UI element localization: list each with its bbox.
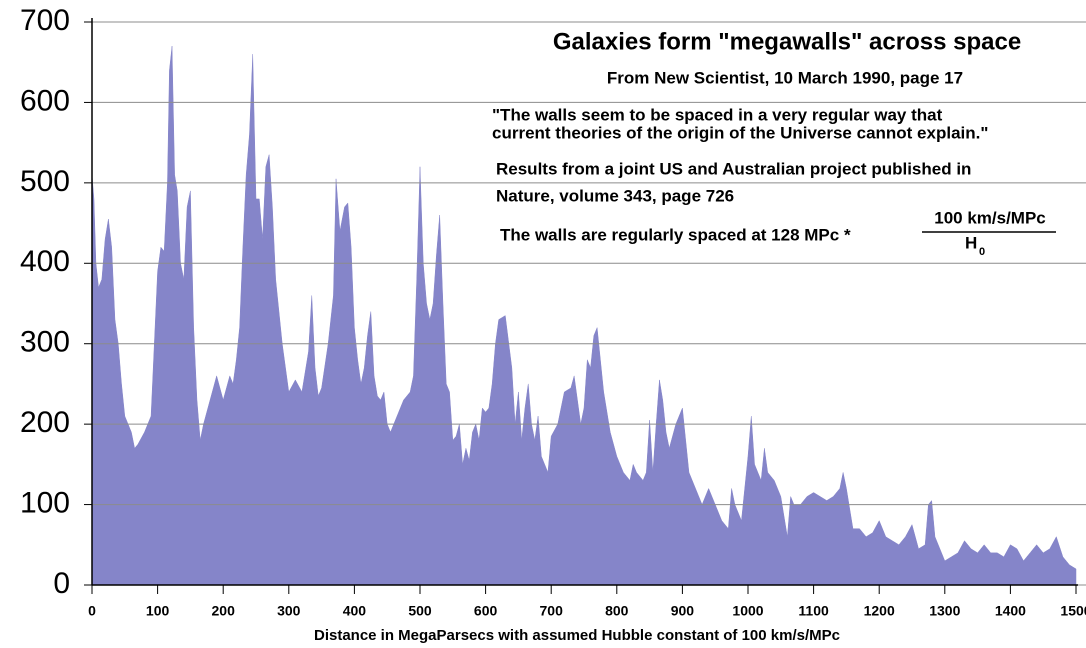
x-tick-label: 1400 <box>995 603 1026 619</box>
y-tick-label: 300 <box>20 326 70 359</box>
x-tick-label: 1000 <box>732 603 763 619</box>
annotation: current theories of the origin of the Un… <box>492 123 988 142</box>
x-axis-label: Distance in MegaParsecs with assumed Hub… <box>314 627 840 644</box>
annotation: Nature, volume 343, page 726 <box>496 186 734 205</box>
x-tick-label: 400 <box>343 603 367 619</box>
y-tick-label: 200 <box>20 406 70 439</box>
x-tick-label: 800 <box>605 603 629 619</box>
x-tick-label: 1100 <box>798 603 829 619</box>
x-tick-label: 500 <box>408 603 432 619</box>
x-tick-label: 700 <box>540 603 564 619</box>
y-tick-label: 100 <box>20 486 70 519</box>
x-tick-label: 1300 <box>929 603 960 619</box>
chart-title: Galaxies form "megawalls" across space <box>553 28 1021 55</box>
annotation: The walls are regularly spaced at 128 MP… <box>500 225 851 244</box>
y-tick-label: 500 <box>20 165 70 198</box>
subtitle: From New Scientist, 10 March 1990, page … <box>607 68 963 87</box>
x-tick-label: 0 <box>88 603 96 619</box>
y-tick-label: 600 <box>20 84 70 117</box>
x-tick-label: 1500 <box>1060 603 1086 619</box>
fraction-subscript: 0 <box>979 246 985 258</box>
x-tick-label: 200 <box>212 603 236 619</box>
y-tick-label: 0 <box>53 567 70 600</box>
y-tick-label: 700 <box>20 4 70 37</box>
x-tick-label: 1200 <box>864 603 895 619</box>
x-tick-label: 600 <box>474 603 498 619</box>
annotation: "The walls seem to be spaced in a very r… <box>492 105 943 124</box>
fraction-denominator: H <box>965 233 977 252</box>
fraction-numerator: 100 km/s/MPc <box>934 208 1046 227</box>
area <box>91 46 1077 586</box>
x-tick-label: 100 <box>146 603 170 619</box>
x-tick-label: 300 <box>277 603 301 619</box>
x-tick-label: 900 <box>671 603 695 619</box>
annotation: Results from a joint US and Australian p… <box>496 159 971 178</box>
y-tick-label: 400 <box>20 245 70 278</box>
